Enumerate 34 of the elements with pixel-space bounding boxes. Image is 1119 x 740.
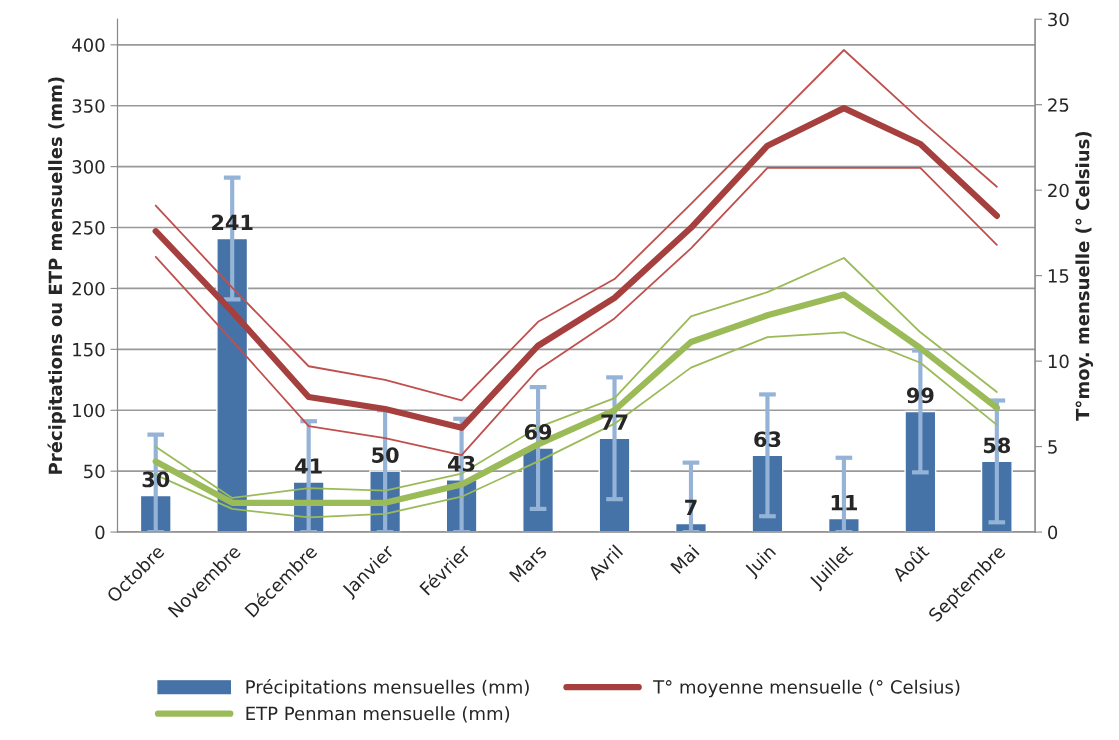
y-tick-label: 250 (72, 220, 105, 235)
line-series (154, 49, 998, 402)
y2-tick-label: 20 (1048, 183, 1069, 198)
legend-label: Précipitations mensuelles (mm) (246, 679, 529, 698)
y-tick-label: 300 (72, 160, 105, 174)
y-tick-label: 0 (95, 525, 105, 540)
y-tick-label: 350 (72, 99, 105, 113)
y-tick-label: 50 (84, 464, 105, 479)
data-label: 50 (372, 447, 399, 463)
legend-label: ETP Penman mensuelle (mm) (246, 706, 510, 723)
y2-tick-label: 0 (1048, 525, 1058, 540)
legend-label: T° moyenne mensuelle (° Celsius) (653, 679, 960, 698)
bar (904, 410, 937, 533)
x-tick-label: Mai (669, 544, 700, 575)
data-label: 241 (212, 214, 253, 230)
data-label: 11 (831, 494, 857, 511)
y2-tick-label: 5 (1048, 440, 1057, 454)
y2-tick-label: 30 (1048, 12, 1069, 27)
data-label: 30 (142, 471, 170, 488)
y-axis-title: Précipitations ou ETP mensuelles (mm) (47, 77, 66, 474)
y-tick-label: 100 (73, 403, 105, 418)
y-tick-label: 150 (73, 342, 105, 357)
y2-tick-label: 10 (1048, 354, 1069, 369)
data-label: 7 (685, 499, 697, 516)
data-label: 58 (983, 437, 1011, 454)
y-tick-label: 200 (72, 281, 105, 296)
y2-tick-label: 15 (1048, 269, 1069, 283)
data-label: 63 (754, 431, 781, 448)
y2-axis-title: T°moy. mensuelle (° Celsius) (1075, 131, 1094, 421)
data-label: 41 (295, 458, 322, 474)
data-label: 43 (448, 455, 475, 472)
y2-tick-label: 25 (1048, 98, 1069, 112)
y-tick-label: 400 (72, 38, 105, 52)
data-label: 99 (906, 387, 934, 404)
